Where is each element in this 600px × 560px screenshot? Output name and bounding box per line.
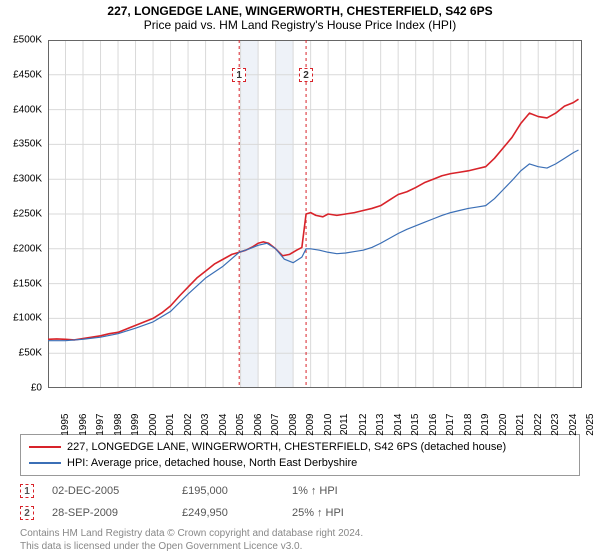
x-tick-label: 2006 (252, 414, 263, 436)
sales-table: 102-DEC-2005£195,0001%↑HPI228-SEP-2009£2… (20, 480, 580, 524)
x-tick-label: 2017 (445, 414, 456, 436)
x-tick-label: 2007 (270, 414, 281, 436)
legend-swatch (29, 462, 61, 464)
x-tick-label: 2015 (410, 414, 421, 436)
arrow-up-icon: ↑ (311, 485, 317, 497)
sale-price: £249,950 (182, 507, 292, 519)
x-tick-label: 2025 (585, 414, 596, 436)
title-line-1: 227, LONGEDGE LANE, WINGERWORTH, CHESTER… (0, 4, 600, 18)
chart-container: 227, LONGEDGE LANE, WINGERWORTH, CHESTER… (0, 0, 600, 560)
sale-diff: 1%↑HPI (292, 485, 338, 497)
y-tick-label: £100K (0, 313, 42, 324)
chart-svg (48, 40, 582, 388)
x-tick-label: 2009 (305, 414, 316, 436)
y-tick-label: £250K (0, 209, 42, 220)
sale-marker-1: 1 (232, 68, 246, 82)
y-tick-label: £150K (0, 278, 42, 289)
x-tick-label: 2010 (322, 414, 333, 436)
sale-diff-suffix: HPI (319, 485, 337, 497)
x-tick-label: 2000 (147, 414, 158, 436)
x-tick-label: 1997 (95, 414, 106, 436)
y-tick-label: £350K (0, 139, 42, 150)
sale-diff-pct: 1% (292, 485, 308, 497)
sale-marker: 2 (20, 506, 34, 520)
sale-marker: 1 (20, 484, 34, 498)
legend: 227, LONGEDGE LANE, WINGERWORTH, CHESTER… (20, 434, 580, 476)
x-tick-label: 2004 (217, 414, 228, 436)
sale-diff-pct: 25% (292, 507, 314, 519)
y-tick-label: £500K (0, 35, 42, 46)
x-tick-label: 2013 (375, 414, 386, 436)
x-tick-label: 2012 (357, 414, 368, 436)
x-tick-label: 2003 (200, 414, 211, 436)
x-tick-label: 1996 (77, 414, 88, 436)
legend-label: 227, LONGEDGE LANE, WINGERWORTH, CHESTER… (67, 441, 506, 453)
x-tick-label: 1995 (60, 414, 71, 436)
x-tick-label: 2016 (427, 414, 438, 436)
x-tick-label: 2019 (480, 414, 491, 436)
legend-item: 227, LONGEDGE LANE, WINGERWORTH, CHESTER… (29, 439, 571, 455)
x-tick-label: 1999 (130, 414, 141, 436)
legend-item: HPI: Average price, detached house, Nort… (29, 455, 571, 471)
sale-diff: 25%↑HPI (292, 507, 344, 519)
x-tick-label: 2001 (165, 414, 176, 436)
x-tick-label: 2014 (392, 414, 403, 436)
sale-date: 28-SEP-2009 (52, 507, 182, 519)
y-tick-label: £50K (0, 348, 42, 359)
chart-title: 227, LONGEDGE LANE, WINGERWORTH, CHESTER… (0, 0, 600, 18)
chart-plot-area: £0£50K£100K£150K£200K£250K£300K£350K£400… (48, 40, 582, 426)
sale-marker-2: 2 (299, 68, 313, 82)
footer-line-1: Contains HM Land Registry data © Crown c… (20, 528, 580, 541)
arrow-up-icon: ↑ (317, 507, 323, 519)
x-tick-label: 2002 (182, 414, 193, 436)
x-tick-label: 2022 (532, 414, 543, 436)
x-tick-label: 2023 (550, 414, 561, 436)
y-tick-label: £200K (0, 243, 42, 254)
sale-date: 02-DEC-2005 (52, 485, 182, 497)
footer-line-2: This data is licensed under the Open Gov… (20, 541, 580, 554)
x-tick-label: 2020 (497, 414, 508, 436)
y-tick-label: £300K (0, 174, 42, 185)
y-tick-label: £0 (0, 383, 42, 394)
sale-row: 2 28-SEP-2009£249,95025%↑HPI (20, 502, 580, 524)
x-tick-label: 2021 (515, 414, 526, 436)
legend-swatch (29, 446, 61, 448)
chart-subtitle: Price paid vs. HM Land Registry's House … (0, 18, 600, 36)
sale-row: 1 02-DEC-2005£195,0001%↑HPI (20, 480, 580, 502)
x-tick-label: 2008 (287, 414, 298, 436)
x-tick-label: 2024 (567, 414, 578, 436)
x-tick-label: 2011 (339, 414, 350, 436)
y-tick-label: £400K (0, 104, 42, 115)
sale-price: £195,000 (182, 485, 292, 497)
sale-diff-suffix: HPI (326, 507, 344, 519)
x-tick-label: 2018 (462, 414, 473, 436)
attribution-footer: Contains HM Land Registry data © Crown c… (20, 528, 580, 553)
legend-label: HPI: Average price, detached house, Nort… (67, 457, 357, 469)
y-tick-label: £450K (0, 69, 42, 80)
x-tick-label: 1998 (112, 414, 123, 436)
x-tick-label: 2005 (235, 414, 246, 436)
